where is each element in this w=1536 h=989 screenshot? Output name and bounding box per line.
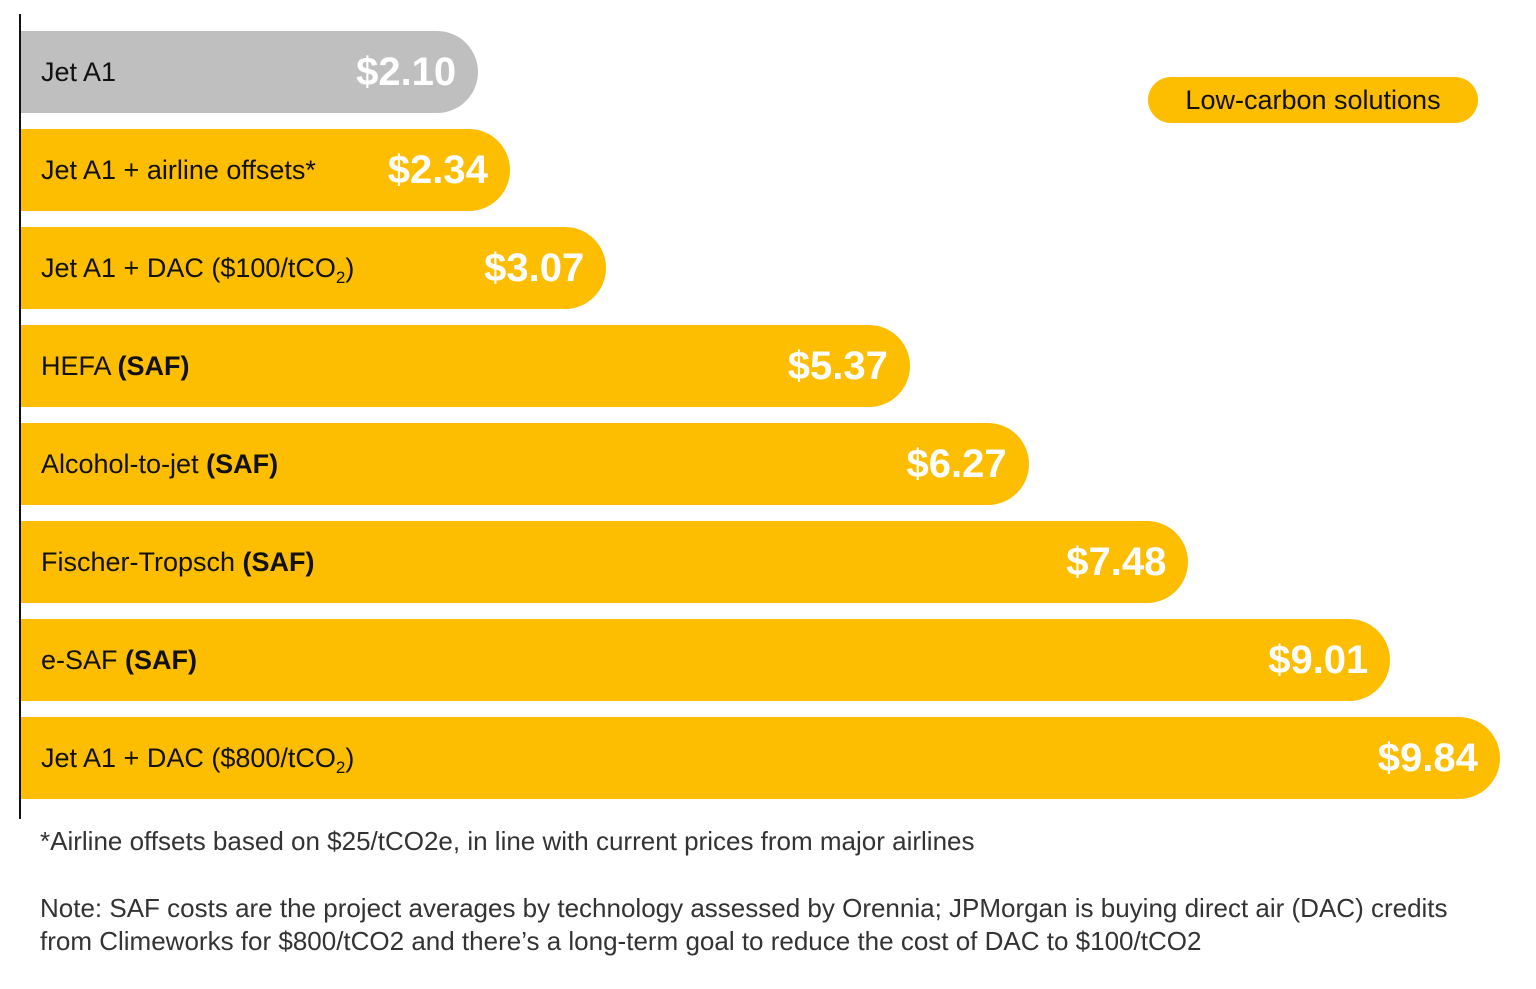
bar-3: HEFA (SAF) $5.37	[21, 325, 910, 407]
label-text: e-SAF	[41, 645, 126, 675]
bar-6: e-SAF (SAF) $9.01	[21, 619, 1391, 701]
bar-1: Jet A1 + airline offsets* $2.34	[21, 129, 510, 211]
value-label: $2.34	[387, 148, 488, 192]
category-label: Jet A1 + DAC ($800/tCO2)	[41, 717, 354, 799]
value-label: $3.07	[484, 246, 585, 290]
label-text: Jet A1	[41, 57, 117, 87]
category-label: Jet A1 + DAC ($100/tCO2)	[41, 227, 354, 309]
value-label: $5.37	[787, 344, 888, 388]
label-bold-tag: (SAF)	[117, 351, 190, 381]
label-text: Fischer-Tropsch	[41, 547, 243, 577]
label-text: HEFA	[41, 351, 118, 381]
bar-2: Jet A1 + DAC ($100/tCO2) $3.07	[21, 227, 607, 309]
label-suffix: )	[345, 253, 355, 283]
label-text: Alcohol-to-jet	[41, 449, 207, 479]
category-label: Fischer-Tropsch (SAF)	[41, 521, 315, 603]
category-label: Jet A1 + airline offsets*	[41, 129, 316, 211]
category-label: Alcohol-to-jet (SAF)	[41, 423, 278, 505]
label-subscript: 2	[335, 758, 346, 777]
label-subscript: 2	[335, 268, 346, 287]
y-axis-line	[19, 14, 21, 819]
label-bold-tag: (SAF)	[125, 645, 198, 675]
category-label: HEFA (SAF)	[41, 325, 190, 407]
bar-7: Jet A1 + DAC ($800/tCO2) $9.84	[21, 717, 1500, 799]
category-label: Jet A1	[41, 31, 116, 113]
label-text: Jet A1 + DAC ($800/tCO	[41, 743, 336, 773]
value-label: $9.84	[1377, 736, 1478, 780]
value-label: $7.48	[1066, 540, 1167, 584]
value-label: $6.27	[906, 442, 1007, 486]
bar-0: Jet A1 $2.10	[21, 31, 479, 113]
label-suffix: )	[345, 743, 355, 773]
footnote: *Airline offsets based on $25/tCO2e, in …	[40, 826, 975, 856]
label-text: Jet A1 + DAC ($100/tCO	[41, 253, 336, 283]
label-bold-tag: (SAF)	[206, 449, 279, 479]
label-text: Jet A1 + airline offsets*	[41, 155, 316, 185]
label-bold-tag: (SAF)	[242, 547, 315, 577]
note: Note: SAF costs are the project averages…	[40, 893, 1448, 956]
legend-low-carbon-solutions: Low-carbon solutions	[1148, 77, 1478, 123]
category-label: e-SAF (SAF)	[41, 619, 197, 701]
bar-5: Fischer-Tropsch (SAF) $7.48	[21, 521, 1189, 603]
value-label: $9.01	[1268, 638, 1369, 682]
value-label: $2.10	[356, 50, 457, 94]
bar-4: Alcohol-to-jet (SAF) $6.27	[21, 423, 1029, 505]
